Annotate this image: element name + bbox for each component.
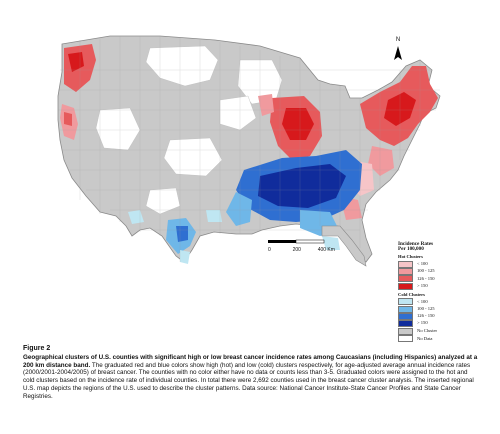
figure-number: Figure 2 [23,345,51,352]
hot-legend-item: < 100 [398,261,472,269]
other-legend-item: No Data [398,335,472,343]
legend-title-2: Per 100,000 [398,246,424,253]
cold-legend-label: 126 - 150 [417,313,435,319]
hot-legend-label: 100 - 125 [417,268,435,274]
cold-legend-item: 100 - 125 [398,305,472,313]
cold-legend-label: < 100 [417,298,428,304]
hot-legend-swatch [398,268,413,276]
hot-legend-label: > 150 [417,282,428,288]
hot-legend-item: 126 - 150 [398,275,472,283]
cold-legend-item: > 150 [398,320,472,327]
scale-label-400: 400 Km [317,247,335,253]
other-legend-label: No Data [417,335,433,341]
cold-legend-label: > 150 [417,320,428,326]
caption-title: Geographical clusters of U.S. counties w… [23,353,478,369]
map-svg [57,35,441,267]
map-legend: Incidence Rates Per 100,000 Hot Clusters… [398,241,472,343]
figure-caption: Figure 2 Geographical clusters of U.S. c… [23,345,478,401]
county-boundaries [58,36,440,262]
legend-hot-title: Hot Clusters [398,254,423,260]
scale-bar [268,239,325,244]
cold-legend-swatch [398,320,413,327]
cold-legend-swatch [398,298,413,306]
hot-legend-item: 100 - 125 [398,268,472,276]
scale-label-200: 200 [292,247,301,253]
legend-title-1: Incidence Rates [398,241,434,247]
cold-legend-item: < 100 [398,298,472,306]
legend-other-list: No Cluster No Data [398,328,472,343]
cold-legend-item: 126 - 150 [398,312,472,320]
florida [321,225,367,267]
hot-legend-label: < 100 [417,261,428,267]
cold-legend-label: 100 - 125 [417,305,435,311]
legend-hot-list: < 100 100 - 125 126 - 150 > 150 [398,261,472,290]
hot-legend-item: > 150 [398,282,472,290]
hot-legend-swatch [398,261,413,269]
hot-legend-swatch [398,275,413,283]
legend-cold-title: Cold Clusters [398,291,425,297]
hot-legend-swatch [398,282,413,290]
cold-legend-swatch [398,312,413,320]
cold-legend-swatch [398,305,413,313]
other-legend-swatch [398,328,413,336]
hot-legend-label: 126 - 150 [417,275,435,281]
scale-label-0: 0 [268,247,271,253]
caption-body: The graduated red and blue colors show h… [23,361,474,400]
us-county-cluster-map: N 0 200 400 Km Incidence Rates Per 100,0… [57,35,441,343]
scale-labels: 0 200 400 Km [268,247,335,253]
north-label: N [395,37,401,43]
other-legend-swatch [398,335,413,343]
other-legend-item: No Cluster [398,328,472,336]
north-arrow-icon [394,46,402,60]
other-legend-label: No Cluster [417,328,438,334]
legend-cold-list: < 100 100 - 125 126 - 150 > 150 [398,298,472,327]
